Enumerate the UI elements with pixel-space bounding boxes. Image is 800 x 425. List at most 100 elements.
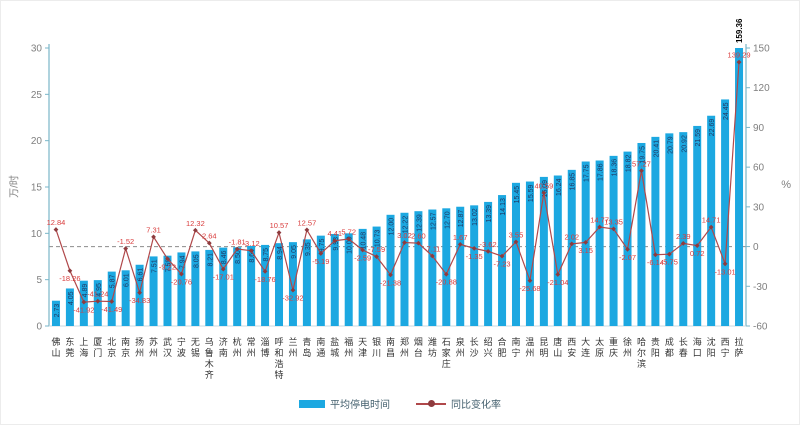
bar-value-label: 9.05 <box>291 245 298 259</box>
bar-value-label: 10.48 <box>361 232 368 250</box>
line-value-label: 40.59 <box>534 181 553 190</box>
line-point-厦门 <box>95 298 101 304</box>
x-axis-label-重庆: 重庆 <box>609 336 618 358</box>
x-axis-label-济南: 济南 <box>219 336 228 358</box>
bar-青岛 <box>302 239 311 326</box>
x-axis-label-哈尔滨: 哈尔滨 <box>637 336 646 369</box>
x-axis-label-盐城: 盐城 <box>330 336 339 358</box>
bar-value-label: 8.21 <box>207 253 214 267</box>
x-axis-label-太原: 太原 <box>595 336 604 358</box>
line-value-label: -18.26 <box>59 274 80 283</box>
legend-item-bar: 平均停电时间 <box>299 396 390 411</box>
bar-沈阳 <box>707 115 716 326</box>
bar-绍兴 <box>484 201 493 326</box>
bar-value-label: 7.94 <box>179 255 186 269</box>
right-axis-tick-label: 30 <box>753 202 765 213</box>
x-axis-label-呼和浩特: 呼和浩特 <box>275 337 284 380</box>
line-point-沈阳 <box>708 224 714 230</box>
x-axis-label-天津: 天津 <box>358 337 367 358</box>
bar-长春 <box>679 132 688 326</box>
line-point-杭州 <box>234 246 240 252</box>
bar-value-label: 12.39 <box>416 214 423 232</box>
line-value-label: 7.31 <box>146 225 161 234</box>
bar-佛山 <box>51 300 60 326</box>
bar-海口 <box>693 125 702 326</box>
line-value-label: 1.67 <box>453 233 468 242</box>
bar-兰州 <box>288 242 297 326</box>
bar-value-label: 20.92 <box>681 135 688 153</box>
x-axis-label-徐州: 徐州 <box>623 336 632 358</box>
bar-value-label: 8.75 <box>263 248 270 262</box>
bar-value-label: 18.36 <box>612 159 619 177</box>
x-axis-label-烟台: 烟台 <box>414 336 423 358</box>
bar-value-label: 12.87 <box>458 210 465 228</box>
left-axis-unit-label: 万/时 <box>9 175 21 198</box>
line-point-烟台 <box>416 240 421 246</box>
line-value-label: 3.02 <box>397 231 412 240</box>
bar-value-label: 12.57 <box>430 212 437 230</box>
line-value-label: 2.02 <box>564 232 579 241</box>
bar-南通 <box>316 235 325 326</box>
line-value-label: -7.23 <box>493 260 510 269</box>
line-value-label: -7.11 <box>424 244 441 253</box>
line-point-西宁 <box>722 261 728 267</box>
bar-温州 <box>525 181 534 326</box>
line-point-拉萨 <box>736 59 742 65</box>
line-point-兰州 <box>290 287 296 293</box>
x-axis-label-苏州: 苏州 <box>149 336 158 358</box>
line-value-label: -9.22 <box>159 262 176 271</box>
line-value-label: 10.57 <box>270 221 289 230</box>
x-axis-label-杭州: 杭州 <box>233 336 242 358</box>
legend-line-label: 同比变化率 <box>451 400 501 411</box>
bar-value-label: 7.59 <box>165 259 172 273</box>
bar-value-label: 4.89 <box>82 284 89 298</box>
x-axis-label-银川: 银川 <box>372 336 381 358</box>
line-point-重庆 <box>611 226 616 232</box>
bar-value-label: 7.51 <box>152 259 159 273</box>
line-value-label: -41.24 <box>87 290 108 299</box>
line-point-成都 <box>666 251 672 257</box>
line-value-label: -20.88 <box>436 278 457 287</box>
line-value-label: -2.59 <box>354 254 371 263</box>
line-point-昆明 <box>541 190 547 196</box>
bar-潍坊 <box>428 209 437 326</box>
x-axis-label-青岛: 青岛 <box>302 336 311 358</box>
bar-重庆 <box>609 155 618 326</box>
line-point-佛山 <box>53 227 59 232</box>
change-rate-line <box>55 62 740 303</box>
bar-value-label: 15.59 <box>528 184 535 202</box>
line-value-label: -13.01 <box>714 267 735 276</box>
bar-value-label: 2.73 <box>54 304 61 318</box>
line-point-南京 <box>123 246 129 251</box>
line-point-唐山 <box>555 272 561 277</box>
x-axis-label-沈阳: 沈阳 <box>707 336 716 358</box>
x-axis-label-上海: 上海 <box>79 337 88 358</box>
bar-value-label: 13.02 <box>472 208 479 226</box>
bar-value-label: 10.00 <box>347 236 354 254</box>
left-axis-tick-label: 0 <box>36 322 42 333</box>
right-axis-tick-label: 150 <box>753 44 770 55</box>
right-axis-tick-label: 90 <box>753 123 765 134</box>
line-point-南昌 <box>388 272 393 278</box>
bar-value-label: 17.75 <box>584 164 591 182</box>
line-value-label: -6.14 <box>647 258 664 267</box>
line-point-石家庄 <box>443 271 449 277</box>
bar-扬州 <box>135 264 144 326</box>
bar-西宁 <box>721 99 730 327</box>
bar-济南 <box>219 247 228 326</box>
bar-北京 <box>107 271 116 326</box>
line-value-label: -5.75 <box>661 258 678 267</box>
left-axis-tick-label: 5 <box>36 275 42 286</box>
line-value-label: -41.49 <box>101 305 122 314</box>
line-point-贵阳 <box>652 252 658 258</box>
line-value-label: 5.72 <box>341 227 356 236</box>
bar-value-label: 8.05 <box>193 254 200 268</box>
line-value-label: -21.04 <box>547 278 568 287</box>
line-value-label: -3.62 <box>480 240 497 249</box>
x-axis-label-南宁: 南宁 <box>511 336 520 358</box>
bar-银川 <box>372 226 381 326</box>
line-value-label: -25.68 <box>519 284 540 293</box>
line-value-label: 12.84 <box>47 218 66 227</box>
bar-value-label: 6.01 <box>124 273 131 287</box>
bar-长沙 <box>470 205 479 326</box>
